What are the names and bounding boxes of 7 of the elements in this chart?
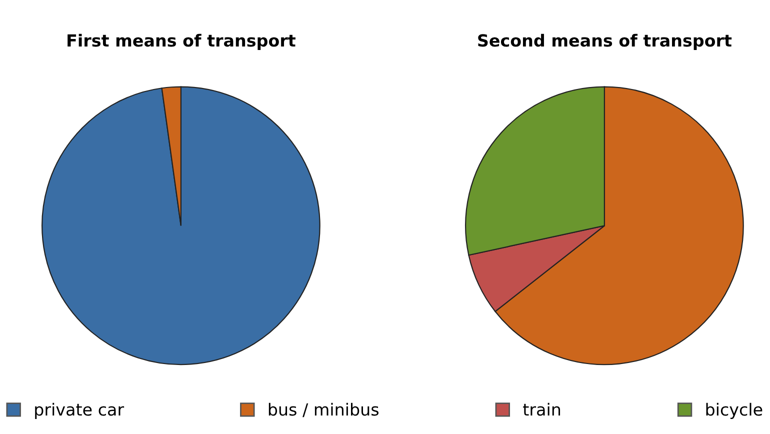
legend-label: bus / minibus: [268, 402, 379, 418]
chart-title: First means of transport: [68, 34, 296, 50]
legend-label: train: [523, 402, 560, 416]
legend-label: bicycle: [706, 402, 762, 419]
legend-label: private car: [35, 402, 124, 419]
pie-slice: [42, 86, 320, 366]
chart-title: Second means of transport: [478, 34, 732, 50]
